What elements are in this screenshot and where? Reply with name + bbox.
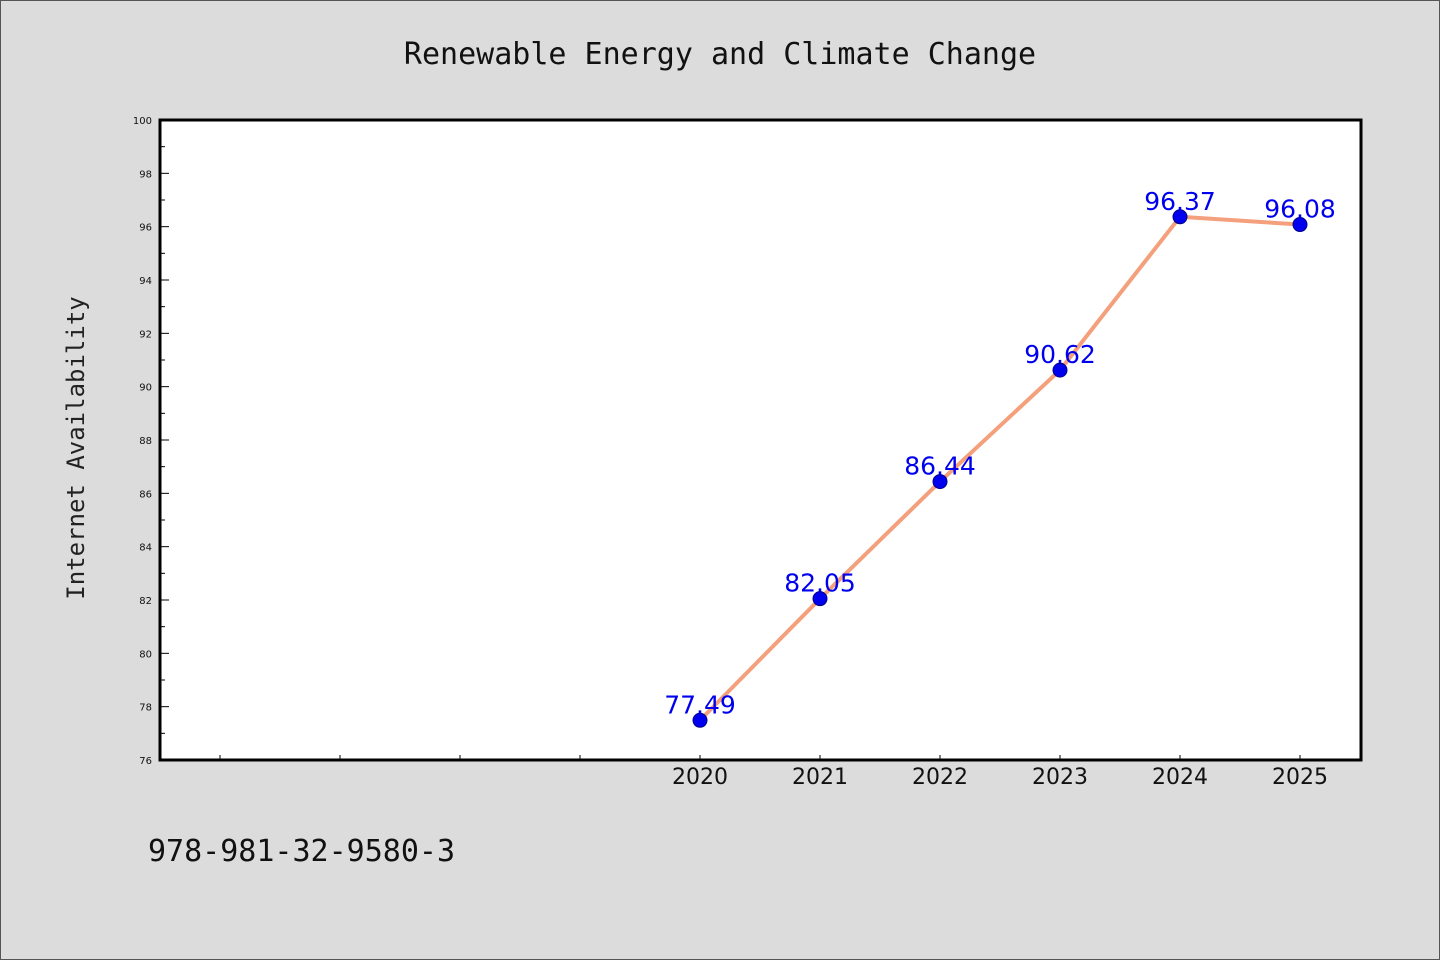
x-tick-label: 2022 bbox=[912, 765, 968, 790]
y-tick-label: 100 bbox=[133, 116, 152, 127]
data-label: 96.08 bbox=[1264, 195, 1336, 224]
y-tick-label: 78 bbox=[139, 703, 152, 714]
data-point bbox=[1172, 209, 1188, 225]
x-axis-ticks: 2020 2021 2022 2023 2024 2025 bbox=[219, 755, 1328, 790]
y-tick-label: 86 bbox=[139, 489, 152, 500]
data-labels: 77.49 82.05 86.44 90.62 96.37 96.08 bbox=[664, 187, 1336, 719]
series-line bbox=[698, 214, 1302, 723]
y-tick-label: 82 bbox=[139, 596, 152, 607]
series-layer bbox=[692, 209, 1308, 728]
data-label: 77.49 bbox=[664, 690, 736, 719]
data-point bbox=[932, 474, 948, 490]
y-axis-ticks: 76 78 80 82 84 86 88 90 92 94 96 98 100 bbox=[133, 116, 169, 767]
y-tick-label: 96 bbox=[139, 223, 152, 234]
y-tick-label: 80 bbox=[139, 649, 152, 660]
data-label: 82.05 bbox=[784, 569, 856, 598]
y-tick-label: 88 bbox=[139, 436, 152, 447]
data-label: 90.62 bbox=[1024, 340, 1096, 369]
plot-area bbox=[158, 118, 1363, 762]
y-tick-label: 76 bbox=[139, 756, 152, 767]
x-tick-label: 2023 bbox=[1032, 765, 1088, 790]
y-tick-label: 94 bbox=[139, 276, 152, 287]
x-tick-label: 2021 bbox=[792, 765, 848, 790]
data-point bbox=[1052, 362, 1068, 378]
x-tick-label: 2025 bbox=[1272, 765, 1328, 790]
data-label: 96.37 bbox=[1144, 187, 1216, 216]
y-tick-label: 92 bbox=[139, 329, 152, 340]
y-tick-label: 98 bbox=[139, 169, 152, 180]
x-tick-label: 2020 bbox=[672, 765, 728, 790]
y-tick-label: 84 bbox=[139, 543, 152, 554]
data-point bbox=[812, 591, 828, 607]
data-label: 86.44 bbox=[904, 452, 976, 481]
y-tick-label: 90 bbox=[139, 383, 152, 394]
data-point bbox=[1292, 217, 1308, 233]
data-point bbox=[692, 712, 708, 728]
isbn-text: 978-981-32-9580-3 bbox=[148, 834, 456, 869]
x-tick-label: 2024 bbox=[1152, 765, 1208, 790]
chart-title: Renewable Energy and Climate Change bbox=[404, 37, 1036, 72]
y-axis-label: Internet Availability bbox=[62, 296, 90, 599]
